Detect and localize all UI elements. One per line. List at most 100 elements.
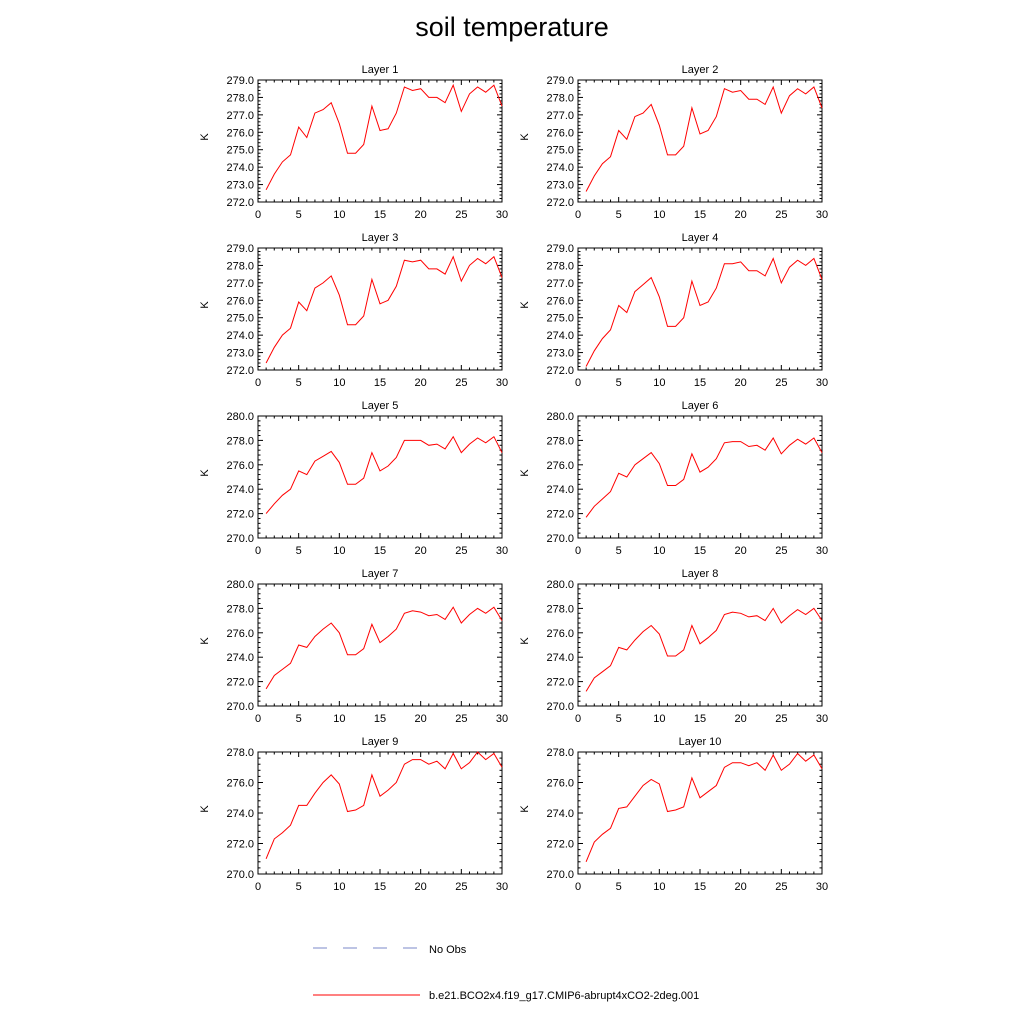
x-tick-label: 20 — [735, 377, 747, 389]
panel-5: Layer 5 0 5 10 15 20 25 30 270.0 272.0 274.0 276.0 2… — [199, 400, 508, 557]
y-tick-label: 272.0 — [226, 839, 254, 851]
x-tick-label: 25 — [455, 881, 467, 893]
y-tick-label: 278.0 — [226, 747, 254, 759]
series-line — [265, 83, 503, 191]
x-tick-label: 25 — [775, 881, 787, 893]
x-tick-label: 25 — [455, 209, 467, 221]
x-tick-label: 30 — [496, 881, 508, 893]
x-tick-label: 25 — [455, 545, 467, 557]
y-tick-label: 273.0 — [546, 180, 574, 192]
y-tick-label: 272.0 — [226, 365, 254, 377]
x-tick-label: 0 — [575, 209, 581, 221]
y-tick-label: 272.0 — [546, 839, 574, 851]
x-tick-label: 5 — [616, 209, 622, 221]
y-tick-label: 277.0 — [226, 278, 254, 290]
x-tick-label: 15 — [694, 377, 706, 389]
panel-title: Layer 10 — [679, 736, 722, 748]
y-tick-label: 274.0 — [226, 808, 254, 820]
y-tick-label: 275.0 — [226, 145, 254, 157]
series-line — [585, 85, 823, 192]
y-tick-label: 278.0 — [546, 260, 574, 272]
series-line — [585, 257, 823, 367]
x-tick-label: 5 — [616, 377, 622, 389]
y-tick-label: 270.0 — [226, 533, 254, 545]
y-tick-label: 274.0 — [546, 330, 574, 342]
x-tick-label: 10 — [333, 377, 345, 389]
series-line — [585, 437, 823, 518]
x-tick-label: 0 — [255, 377, 261, 389]
y-tick-label: 274.0 — [546, 162, 574, 174]
y-axis-label: K — [199, 301, 211, 309]
y-axis-label: K — [199, 805, 211, 813]
y-tick-label: 270.0 — [226, 869, 254, 881]
y-tick-label: 278.0 — [546, 747, 574, 759]
panel-9: Layer 9 0 5 10 15 20 25 30 270.0 272.0 274.0 276.0 2… — [199, 736, 508, 893]
x-tick-label: 20 — [415, 209, 427, 221]
panel-title: Layer 2 — [682, 64, 719, 76]
x-tick-label: 10 — [653, 545, 665, 557]
y-tick-label: 278.0 — [546, 435, 574, 447]
x-tick-label: 15 — [374, 881, 386, 893]
y-tick-label: 274.0 — [226, 652, 254, 664]
y-tick-label: 278.0 — [226, 603, 254, 615]
x-tick-label: 20 — [415, 545, 427, 557]
y-tick-label: 275.0 — [546, 145, 574, 157]
y-axis-label: K — [199, 637, 211, 645]
y-tick-label: 280.0 — [226, 579, 254, 591]
x-tick-label: 25 — [455, 713, 467, 725]
y-tick-label: 278.0 — [226, 260, 254, 272]
panel-title: Layer 3 — [362, 232, 399, 244]
x-tick-label: 25 — [775, 545, 787, 557]
panel-title: Layer 8 — [682, 568, 719, 580]
x-tick-label: 15 — [694, 545, 706, 557]
y-tick-label: 273.0 — [226, 180, 254, 192]
chart-title: soil temperature — [415, 12, 609, 42]
y-tick-label: 273.0 — [226, 348, 254, 360]
x-tick-label: 10 — [653, 881, 665, 893]
y-tick-label: 279.0 — [226, 75, 254, 87]
x-tick-label: 15 — [374, 209, 386, 221]
x-tick-label: 15 — [374, 713, 386, 725]
y-tick-label: 274.0 — [226, 162, 254, 174]
series-line — [265, 255, 503, 364]
panel-7: Layer 7 0 5 10 15 20 25 30 270.0 272.0 274.0 276.0 2… — [199, 568, 508, 725]
y-tick-label: 276.0 — [226, 127, 254, 139]
x-tick-label: 0 — [255, 713, 261, 725]
x-tick-label: 25 — [775, 713, 787, 725]
y-tick-label: 275.0 — [226, 313, 254, 325]
y-tick-label: 277.0 — [546, 110, 574, 122]
y-axis-label: K — [519, 133, 531, 141]
y-tick-label: 276.0 — [226, 778, 254, 790]
y-tick-label: 276.0 — [546, 127, 574, 139]
y-tick-label: 274.0 — [546, 652, 574, 664]
y-tick-label: 270.0 — [546, 701, 574, 713]
x-tick-label: 25 — [775, 209, 787, 221]
x-tick-label: 10 — [653, 713, 665, 725]
x-tick-label: 30 — [496, 377, 508, 389]
x-tick-label: 20 — [735, 545, 747, 557]
panel-8: Layer 8 0 5 10 15 20 25 30 270.0 272.0 274.0 276.0 2… — [519, 568, 828, 725]
y-axis-label: K — [519, 469, 531, 477]
x-tick-label: 10 — [333, 881, 345, 893]
panel-title: Layer 1 — [362, 64, 399, 76]
y-tick-label: 279.0 — [546, 243, 574, 255]
y-tick-label: 272.0 — [546, 197, 574, 209]
legend-label-model: b.e21.BCO2x4.f19_g17.CMIP6-abrupt4xCO2-2… — [429, 990, 699, 1002]
panel-1: Layer 1 0 5 10 15 20 25 30 272.0 273.0 274.0 275.0 2… — [199, 64, 508, 221]
x-tick-label: 5 — [296, 209, 302, 221]
x-tick-label: 30 — [496, 209, 508, 221]
y-tick-label: 276.0 — [226, 460, 254, 472]
x-tick-label: 30 — [816, 713, 828, 725]
y-tick-label: 278.0 — [226, 92, 254, 104]
panel-title: Layer 7 — [362, 568, 399, 580]
x-tick-label: 25 — [455, 377, 467, 389]
x-tick-label: 10 — [333, 545, 345, 557]
x-tick-label: 15 — [694, 881, 706, 893]
panel-title: Layer 9 — [362, 736, 399, 748]
y-tick-label: 277.0 — [226, 110, 254, 122]
x-tick-label: 5 — [616, 881, 622, 893]
x-tick-label: 20 — [415, 377, 427, 389]
y-tick-label: 275.0 — [546, 313, 574, 325]
panel-title: Layer 5 — [362, 400, 399, 412]
